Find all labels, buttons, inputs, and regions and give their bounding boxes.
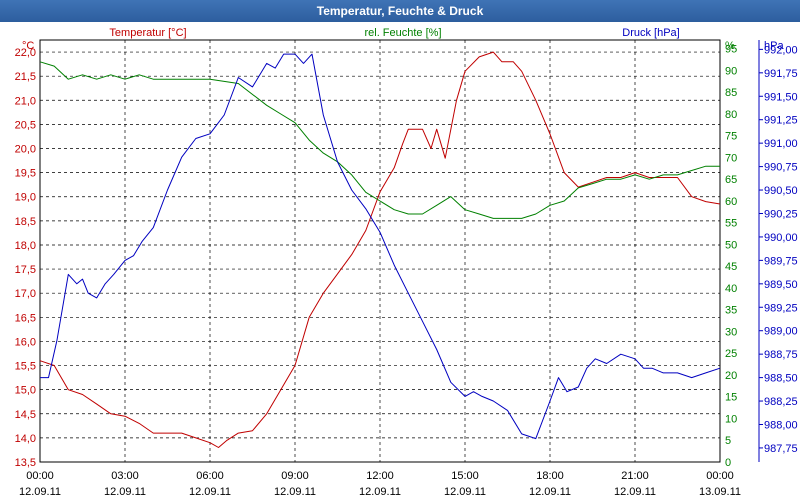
pressure-unit: hPa [764,40,784,52]
temperature-tick-label: 17,0 [15,288,36,300]
x-tick-time: 12:00 [366,470,394,482]
pressure-tick-label: 991,75 [764,68,798,80]
humidity-tick-label: 10 [725,413,737,425]
temperature-tick-label: 15,5 [15,361,36,373]
humidity-tick-label: 25 [725,348,737,360]
temperature-tick-label: 17,5 [15,264,36,276]
series-line-humidity [39,61,720,219]
humidity-tick-label: 55 [725,218,737,230]
temperature-tick-label: 14,5 [15,409,36,421]
humidity-tick-label: 35 [725,305,737,317]
series-line-temperature [39,51,721,448]
pressure-tick-label: 991,25 [764,115,798,127]
pressure-tick-label: 988,00 [764,419,798,431]
pressure-tick-label: 987,75 [764,443,798,455]
humidity-unit: % [725,40,735,52]
temperature-tick-label: 21,5 [15,71,36,83]
temperature-tick-label: 20,0 [15,144,36,156]
x-tick-time: 00:00 [26,470,54,482]
temperature-axis-label: Temperatur [°C] [109,27,186,39]
x-tick-time: 03:00 [111,470,139,482]
pressure-tick-label: 989,00 [764,326,798,338]
x-tick-time: 15:00 [451,470,479,482]
temperature-tick-label: 21,0 [15,95,36,107]
series-group [39,51,721,448]
x-tick-date: 13.09.11 [699,486,741,498]
humidity-tick-label: 15 [725,392,737,404]
temperature-tick-label: 15,0 [15,385,36,397]
axis-labels: °C Temperatur [°C]% rel. Feuchte [%] hPa Dru… [22,27,784,52]
humidity-tick-label: 20 [725,370,737,382]
pressure-tick-label: 991,00 [764,138,798,150]
x-tick-time: 21:00 [621,470,649,482]
humidity-tick-label: 45 [725,261,737,273]
x-tick-time: 06:00 [196,470,224,482]
series-line-pressure [40,53,721,440]
pressure-tick-label: 988,50 [764,373,798,385]
temperature-tick-label: 18,0 [15,240,36,252]
chart-area: 13,5 14,0 14,5 15,0 15,5 16,0 16,5 17,0 17,5 18,0… [15,27,798,498]
x-tick-time: 09:00 [281,470,309,482]
x-tick-date: 12.09.11 [274,486,316,498]
pressure-tick-label: 992,00 [764,44,798,56]
x-tick-date: 12.09.11 [104,486,146,498]
pressure-tick-label: 988,25 [764,396,798,408]
pressure-tick-label: 989,50 [764,279,798,291]
humidity-tick-label: 90 [725,65,737,77]
humidity-tick-label: 40 [725,283,737,295]
temperature-tick-label: 18,5 [15,216,36,228]
temperature-tick-label: 16,5 [15,312,36,324]
x-tick-time: 18:00 [536,470,564,482]
pressure-tick-label: 989,25 [764,302,798,314]
humidity-tick-label: 95 [725,44,737,56]
humidity-tick-label: 85 [725,87,737,99]
x-tick-date: 12.09.11 [614,486,656,498]
axes: 13,5 14,0 14,5 15,0 15,5 16,0 16,5 17,0 17,5 18,0… [15,40,798,498]
humidity-tick-label: 5 [725,435,731,447]
pressure-tick-label: 990,25 [764,208,798,220]
pressure-tick-label: 989,75 [764,255,798,267]
humidity-tick-label: 65 [725,174,737,186]
x-tick-date: 12.09.11 [359,486,401,498]
humidity-tick-label: 30 [725,326,737,338]
x-tick-date: 12.09.11 [444,486,486,498]
temperature-tick-label: 13,5 [15,457,36,469]
temperature-tick-label: 22,0 [15,47,36,59]
humidity-tick-label: 80 [725,109,737,121]
temperature-unit: °C [22,40,34,52]
pressure-tick-label: 990,00 [764,232,798,244]
temperature-tick-label: 16,0 [15,336,36,348]
pressure-axis-label: Druck [hPa] [622,27,679,39]
x-tick-date: 12.09.11 [189,486,231,498]
humidity-tick-label: 0 [725,457,731,469]
x-tick-date: 12.09.11 [19,486,61,498]
grid [39,39,721,463]
x-tick-time: 00:00 [706,470,734,482]
temperature-tick-label: 19,0 [15,192,36,204]
temperature-tick-label: 14,0 [15,433,36,445]
humidity-tick-label: 70 [725,152,737,164]
humidity-tick-label: 75 [725,131,737,143]
pressure-tick-label: 990,75 [764,162,798,174]
window-title: Temperatur, Feuchte & Druck [0,0,800,22]
temperature-tick-label: 19,5 [15,168,36,180]
pressure-tick-label: 991,50 [764,91,798,103]
humidity-tick-label: 50 [725,239,737,251]
temperature-tick-label: 20,5 [15,119,36,131]
x-tick-date: 12.09.11 [529,486,571,498]
humidity-axis-label: rel. Feuchte [%] [364,27,441,39]
humidity-tick-label: 60 [725,196,737,208]
pressure-tick-label: 990,50 [764,185,798,197]
pressure-tick-label: 988,75 [764,349,798,361]
